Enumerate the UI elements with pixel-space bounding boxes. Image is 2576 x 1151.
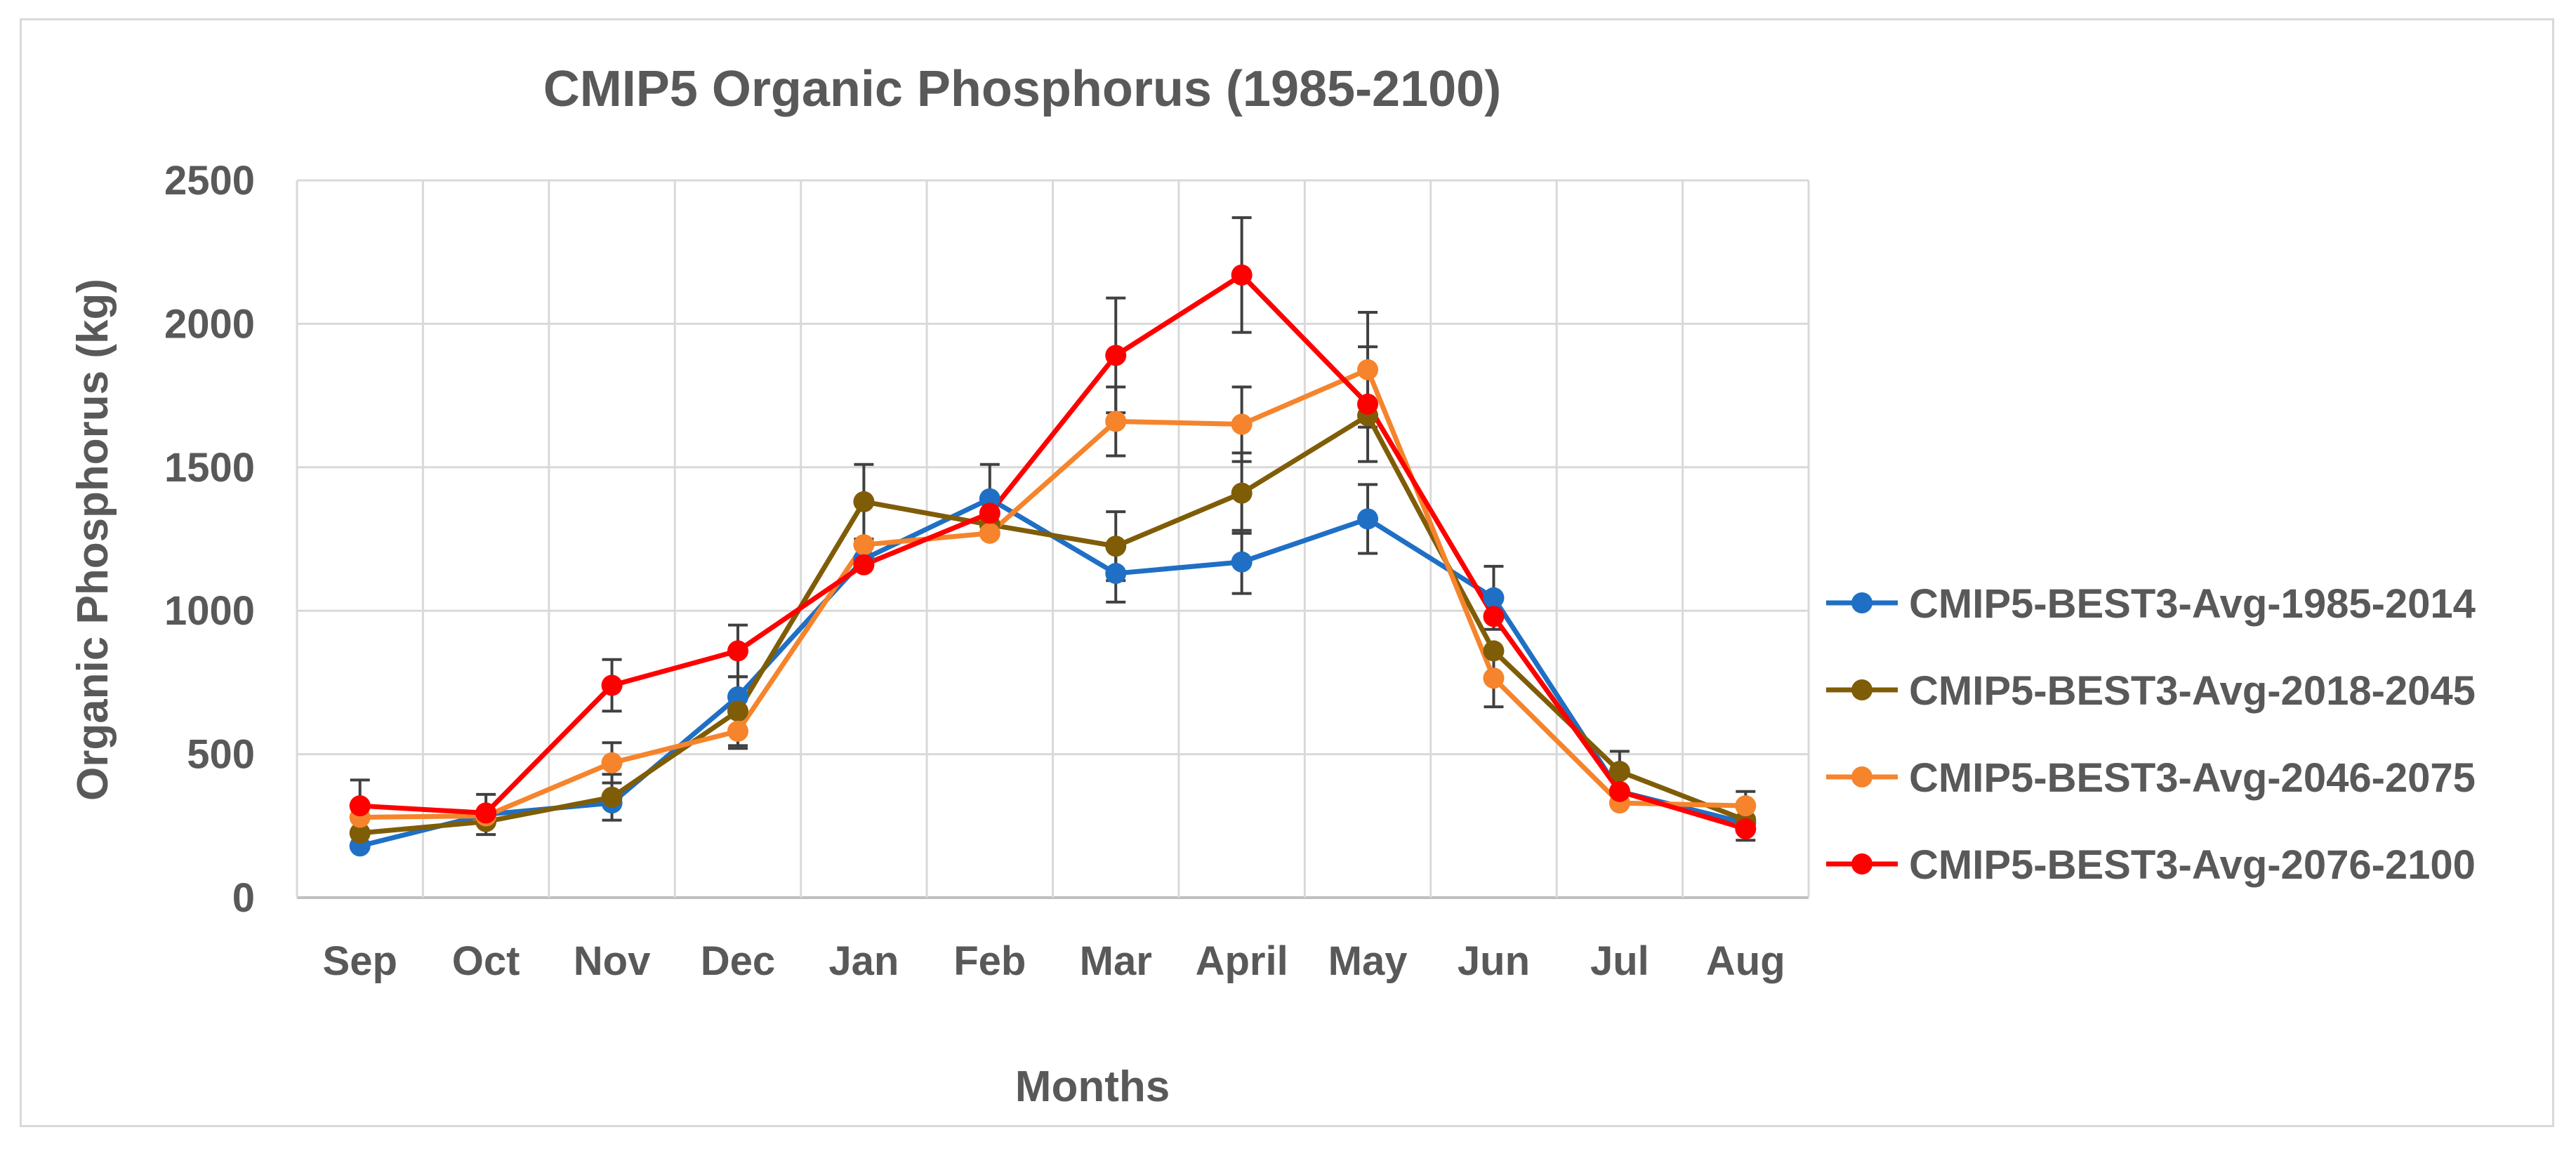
- y-tick-label-0: 0: [232, 875, 255, 921]
- x-tick-label-jul: Jul: [1590, 938, 1649, 984]
- series-line-cmip5-best3-avg-2076-2100: [357, 272, 1748, 832]
- x-tick-label-nov: Nov: [574, 938, 651, 984]
- x-tick-label-aug: Aug: [1706, 938, 1785, 984]
- legend-swatch-marker: [1851, 766, 1872, 787]
- legend-item-cmip5-best3-avg-2018-2045: CMIP5-BEST3-Avg-2018-2045: [1826, 668, 2476, 714]
- legend-swatch-marker: [1851, 592, 1872, 613]
- point-cmip5-best3-avg-2046-2075-may: [1357, 359, 1379, 380]
- point-cmip5-best3-avg-2076-2100-jul: [1609, 780, 1630, 802]
- legend-label: CMIP5-BEST3-Avg-1985-2014: [1909, 581, 2476, 627]
- legend-label: CMIP5-BEST3-Avg-2076-2100: [1909, 842, 2476, 888]
- legend-item-cmip5-best3-avg-2046-2075: CMIP5-BEST3-Avg-2046-2075: [1826, 755, 2476, 801]
- x-tick-label-dec: Dec: [701, 938, 775, 984]
- chart-svg: CMIP5 Organic Phosphorus (1985-2100) 0 50…: [69, 61, 2476, 1111]
- legend-swatch-marker: [1851, 853, 1872, 874]
- legend-label: CMIP5-BEST3-Avg-2018-2045: [1909, 668, 2476, 714]
- point-cmip5-best3-avg-1985-2014-mar: [1105, 563, 1127, 585]
- legend-item-cmip5-best3-avg-2076-2100: CMIP5-BEST3-Avg-2076-2100: [1826, 842, 2476, 888]
- legend-swatch-marker: [1851, 679, 1872, 700]
- x-tick-label-oct: Oct: [452, 938, 520, 984]
- point-cmip5-best3-avg-2046-2075-mar: [1105, 411, 1127, 432]
- point-cmip5-best3-avg-2076-2100-jun: [1483, 606, 1505, 627]
- y-tick-label-2500: 2500: [164, 158, 255, 204]
- x-tick-label-mar: Mar: [1080, 938, 1152, 984]
- x-tick-label-may: May: [1328, 938, 1408, 984]
- y-tick-label-500: 500: [187, 732, 255, 778]
- point-cmip5-best3-avg-2076-2100-april: [1231, 264, 1253, 286]
- point-cmip5-best3-avg-1985-2014-april: [1231, 551, 1253, 573]
- point-cmip5-best3-avg-2046-2075-jan: [853, 534, 875, 556]
- chart-title: CMIP5 Organic Phosphorus (1985-2100): [543, 61, 1501, 117]
- point-cmip5-best3-avg-2018-2045-jul: [1609, 761, 1630, 783]
- point-cmip5-best3-avg-2018-2045-april: [1231, 482, 1253, 504]
- legend-label: CMIP5-BEST3-Avg-2046-2075: [1909, 755, 2476, 801]
- x-tick-label-sep: Sep: [323, 938, 397, 984]
- legend: CMIP5-BEST3-Avg-1985-2014 CMIP5-BEST3-Avg…: [1826, 581, 2476, 888]
- point-cmip5-best3-avg-2018-2045-mar: [1105, 535, 1127, 557]
- y-tick-label-1000: 1000: [164, 588, 255, 634]
- tick-labels: 0 500 1000 1500 2000 2500 Sep Oct Nov Dec Jan Feb Ma…: [164, 158, 1785, 984]
- x-axis-title: Months: [1015, 1063, 1170, 1111]
- point-cmip5-best3-avg-2046-2075-jun: [1483, 667, 1505, 689]
- point-cmip5-best3-avg-2018-2045-jan: [853, 491, 875, 512]
- y-tick-label-1500: 1500: [164, 445, 255, 491]
- point-cmip5-best3-avg-2018-2045-sep: [349, 823, 371, 844]
- point-cmip5-best3-avg-2076-2100-feb: [979, 503, 1000, 524]
- series-line-cmip5-best3-avg-2046-2075: [357, 367, 1748, 820]
- point-cmip5-best3-avg-2076-2100-nov: [601, 674, 623, 696]
- point-cmip5-best3-avg-2076-2100-sep: [349, 795, 371, 817]
- point-cmip5-best3-avg-2076-2100-aug: [1735, 818, 1757, 839]
- point-cmip5-best3-avg-2046-2075-april: [1231, 413, 1253, 435]
- series-markers: [349, 264, 1757, 857]
- point-cmip5-best3-avg-2076-2100-oct: [475, 802, 497, 824]
- grid-layer: [296, 179, 1810, 899]
- chart-frame: CMIP5 Organic Phosphorus (1985-2100) 0 50…: [20, 18, 2554, 1127]
- point-cmip5-best3-avg-2018-2045-dec: [727, 700, 748, 722]
- x-tick-label-feb: Feb: [953, 938, 1026, 984]
- y-axis-title: Organic Phosphorus (kg): [69, 279, 117, 801]
- point-cmip5-best3-avg-2076-2100-mar: [1105, 345, 1127, 366]
- point-cmip5-best3-avg-2076-2100-jan: [853, 554, 875, 576]
- x-tick-label-jan: Jan: [828, 938, 899, 984]
- point-cmip5-best3-avg-2076-2100-may: [1357, 393, 1379, 415]
- point-cmip5-best3-avg-2046-2075-dec: [727, 720, 748, 742]
- point-cmip5-best3-avg-2046-2075-nov: [601, 752, 623, 773]
- series-line-cmip5-best3-avg-2018-2045: [357, 413, 1748, 836]
- point-cmip5-best3-avg-2046-2075-feb: [979, 522, 1000, 544]
- point-cmip5-best3-avg-2046-2075-aug: [1735, 795, 1757, 817]
- point-cmip5-best3-avg-1985-2014-jun: [1483, 587, 1505, 608]
- y-tick-label-2000: 2000: [164, 301, 255, 347]
- point-cmip5-best3-avg-2018-2045-nov: [601, 786, 623, 808]
- x-tick-label-jun: Jun: [1458, 938, 1530, 984]
- x-tick-label-april: April: [1196, 938, 1288, 984]
- point-cmip5-best3-avg-2076-2100-dec: [727, 640, 748, 662]
- point-cmip5-best3-avg-2018-2045-jun: [1483, 640, 1505, 662]
- series-lines: [357, 272, 1748, 849]
- legend-item-cmip5-best3-avg-1985-2014: CMIP5-BEST3-Avg-1985-2014: [1826, 581, 2476, 627]
- point-cmip5-best3-avg-1985-2014-may: [1357, 508, 1379, 530]
